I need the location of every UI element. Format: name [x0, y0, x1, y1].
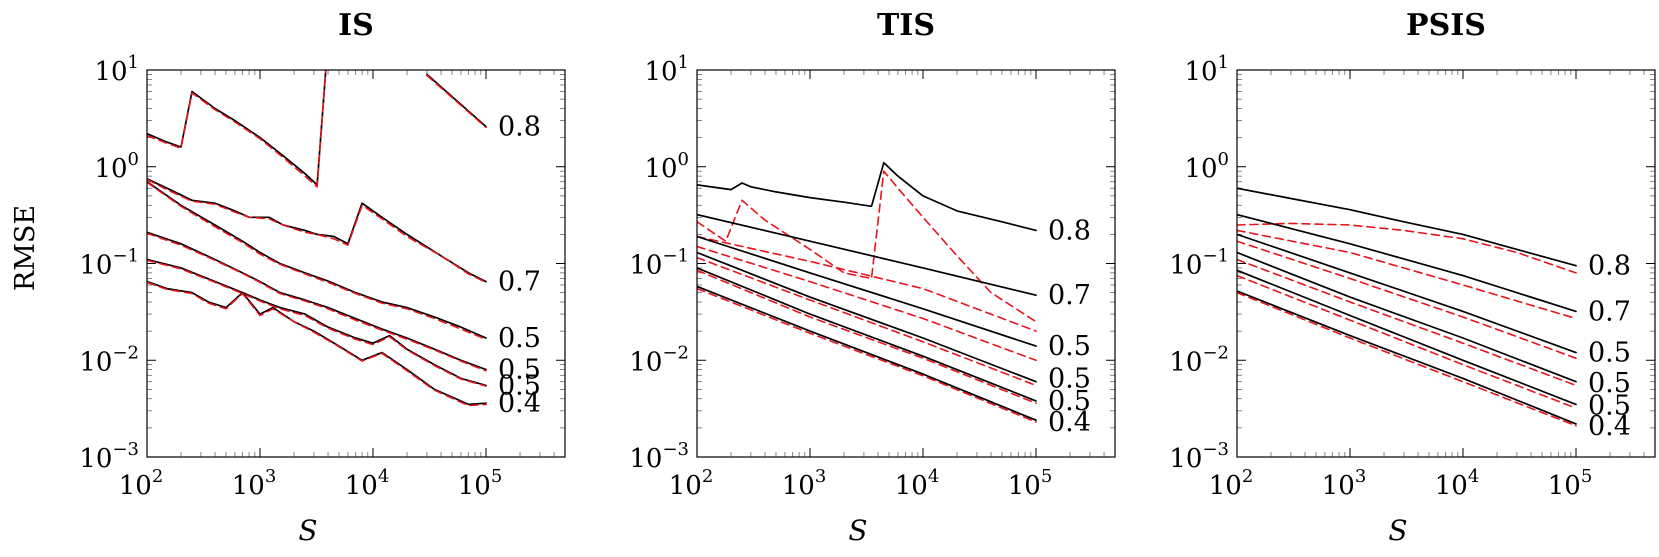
y-tick-label: 100	[1184, 149, 1229, 184]
x-tick-label: 104	[1435, 466, 1480, 501]
series-end-label: 0.5	[498, 370, 541, 401]
series-line-0-5-solid	[697, 235, 1037, 347]
series-line-0-5-dashed	[147, 181, 487, 341]
series-line-0-8-dashed	[697, 170, 1037, 323]
series-line-0-5-dashed	[697, 245, 1037, 362]
series-line-0-7-dashed	[697, 235, 1037, 332]
y-tick-label: 10−1	[1169, 246, 1229, 281]
series-line-0-5-dashed	[147, 232, 487, 372]
series-line-0-4-solid	[1237, 290, 1577, 425]
series-end-label: 0.5	[1048, 386, 1091, 417]
series-end-label: 0.5	[1048, 331, 1091, 362]
x-tick-label: 103	[232, 466, 277, 501]
y-tick-label: 101	[644, 52, 689, 87]
series-line-0-8-solid	[147, 70, 327, 186]
series-line-0-4-dashed	[147, 281, 487, 407]
series-group	[147, 70, 487, 407]
x-axis-label: S	[1388, 514, 1407, 547]
series-end-label: 0.4	[1588, 411, 1631, 442]
x-tick-label: 105	[1008, 466, 1053, 501]
series-line-0-5-solid	[697, 251, 1037, 383]
panel-tis: TIS 102 103 104 105 10−3 10−2 10−1 100 101 S 0.8 0.7…	[629, 8, 1116, 547]
series-line-0-7-solid	[147, 177, 487, 283]
series-line-0-4-dashed	[697, 287, 1037, 423]
series-end-label: 0.7	[1048, 280, 1091, 311]
series-group	[1237, 187, 1577, 427]
series-line-0-5-solid	[1237, 233, 1577, 354]
x-tick-label: 103	[782, 466, 827, 501]
panel-is: IS 102 103 104 105 10−3 10−2 10−1 100 101 S 0.8 0.7 0…	[79, 8, 566, 547]
series-line-0-8-dashed	[426, 74, 487, 129]
series-end-label: 0.7	[498, 267, 541, 298]
y-tick-label: 10−1	[79, 246, 139, 281]
plot-frame	[1236, 69, 1656, 458]
series-line-0-5-solid	[697, 267, 1037, 402]
y-tick-label: 10−1	[629, 246, 689, 281]
panel-psis: PSIS 102 103 104 105 10−3 10−2 10−1 100 101 S 0.8 0.…	[1169, 8, 1656, 547]
series-line-0-4-solid	[147, 280, 487, 406]
series-line-0-5-dashed	[697, 269, 1037, 405]
series-line-0-5-dashed	[1237, 274, 1577, 409]
series-end-label: 0.5	[1048, 363, 1091, 394]
series-end-label: 0.4	[1048, 407, 1091, 438]
x-axis-label: S	[848, 514, 867, 547]
series-end-label: 0.5	[498, 323, 541, 354]
series-end-label: 0.7	[1588, 296, 1631, 327]
y-tick-label: 10−2	[629, 342, 689, 377]
series-line-0-5-solid	[1237, 269, 1577, 406]
series-line-0-5-dashed	[1237, 258, 1577, 387]
series-end-label: 0.5	[1588, 368, 1631, 399]
y-tick-label: 100	[644, 149, 689, 184]
x-tick-label: 105	[1548, 466, 1593, 501]
y-tick-label: 10−3	[629, 439, 689, 474]
series-line-0-8-dashed	[147, 70, 327, 188]
series-end-label: 0.5	[498, 355, 541, 386]
series-group	[697, 161, 1037, 423]
series-end-label: 0.5	[1588, 391, 1631, 422]
x-tick-label: 102	[669, 466, 714, 501]
panel-title: IS	[338, 8, 374, 43]
x-tick-label: 104	[345, 466, 390, 501]
x-tick-label: 103	[1322, 466, 1367, 501]
x-tick-label: 105	[458, 466, 503, 501]
y-tick-label: 100	[94, 149, 139, 184]
series-line-0-5-solid	[147, 180, 487, 339]
y-tick-label: 10−3	[79, 439, 139, 474]
y-tick-label: 101	[1184, 52, 1229, 87]
plot-frame	[146, 69, 566, 458]
series-line-0-7-solid	[1237, 213, 1577, 313]
series-line-0-4-dashed	[1237, 291, 1577, 427]
series-line-0-7-dashed	[147, 178, 487, 284]
series-line-0-8-solid	[697, 161, 1037, 232]
series-line-0-4-solid	[697, 285, 1037, 422]
series-line-0-5-dashed	[1237, 240, 1577, 360]
series-end-label: 0.8	[1048, 215, 1091, 246]
panel-title: TIS	[877, 8, 935, 43]
y-tick-label: 10−2	[1169, 342, 1229, 377]
y-axis-label: RMSE	[10, 205, 41, 291]
x-tick-label: 104	[895, 466, 940, 501]
series-line-0-7-solid	[697, 213, 1037, 297]
series-line-0-5-solid	[1237, 251, 1577, 383]
series-end-label: 0.8	[498, 112, 541, 143]
y-tick-label: 10−2	[79, 342, 139, 377]
x-axis-label: S	[298, 514, 317, 547]
series-line-0-7-dashed	[1237, 229, 1577, 320]
plot-frame	[696, 69, 1116, 458]
series-end-label: 0.5	[1588, 338, 1631, 369]
series-line-0-5-dashed	[147, 259, 487, 387]
series-end-label: 0.8	[1588, 251, 1631, 282]
x-tick-label: 102	[119, 466, 164, 501]
x-tick-label: 102	[1209, 466, 1254, 501]
series-line-0-8-dashed	[1237, 222, 1577, 274]
y-tick-label: 101	[94, 52, 139, 87]
y-tick-label: 10−3	[1169, 439, 1229, 474]
series-line-0-8-solid	[1237, 187, 1577, 267]
series-end-label: 0.4	[498, 388, 541, 419]
panel-title: PSIS	[1406, 8, 1486, 43]
series-line-0-5-dashed	[697, 256, 1037, 387]
